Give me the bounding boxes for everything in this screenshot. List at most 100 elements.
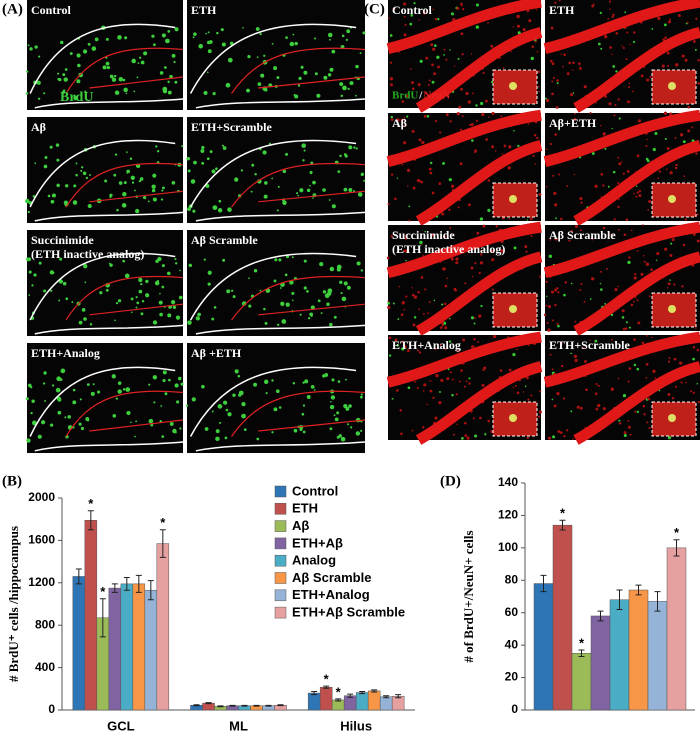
micrograph: ETH+Scramble xyxy=(543,331,700,445)
cell-dot xyxy=(692,391,695,395)
cell-dot xyxy=(612,65,616,68)
cell-dot xyxy=(647,209,650,211)
error-bar xyxy=(87,510,94,531)
y-tick-label: 1600 xyxy=(28,533,55,547)
cell-dot xyxy=(474,434,478,438)
cell-dot xyxy=(468,203,471,207)
cell-dot xyxy=(200,148,205,153)
cell-dot xyxy=(401,100,405,103)
cell-dot xyxy=(598,42,601,46)
cell-dot xyxy=(134,435,136,438)
cell-dot xyxy=(148,383,151,386)
cell-dot xyxy=(404,236,408,240)
cell-dot xyxy=(275,389,280,394)
cell-dot xyxy=(223,400,228,405)
cell-dot xyxy=(480,250,483,253)
cell-dot xyxy=(431,191,435,195)
significance-marker: * xyxy=(336,684,342,699)
cell-dot xyxy=(333,315,337,319)
cell-dot xyxy=(161,33,167,38)
cell-dot xyxy=(627,419,630,422)
cell-dot xyxy=(408,205,411,208)
cell-dot xyxy=(343,281,348,286)
micrograph-label: ETH xyxy=(191,3,217,17)
cell-dot xyxy=(624,11,627,14)
cell-dot xyxy=(324,373,329,377)
cell-dot xyxy=(420,180,423,184)
cell-dot xyxy=(608,0,611,3)
bar xyxy=(307,692,321,711)
cell-dot xyxy=(328,199,331,201)
cell-dot xyxy=(621,309,625,313)
cell-dot xyxy=(696,348,700,352)
cell-dot xyxy=(679,133,684,137)
cell-dot xyxy=(84,281,87,284)
cell-dot xyxy=(312,180,316,185)
cell-dot xyxy=(58,299,61,302)
legend-swatch xyxy=(274,606,287,619)
cell-dot xyxy=(617,181,620,185)
micrograph-label: ETH+Analog xyxy=(31,346,100,360)
error-bar xyxy=(323,685,330,689)
cell-dot xyxy=(500,249,504,253)
cell-dot xyxy=(426,403,428,406)
cell-dot xyxy=(491,288,494,291)
cell-dot xyxy=(49,423,54,427)
cell-dot xyxy=(251,163,255,167)
cell-dot xyxy=(417,83,421,87)
cell-dot xyxy=(422,11,426,15)
cell-dot xyxy=(426,312,429,315)
stain-label: NeuN xyxy=(423,90,450,102)
cell-dot xyxy=(579,196,583,201)
inset-cell xyxy=(509,414,517,422)
cell-dot xyxy=(668,356,671,359)
cell-dot xyxy=(43,92,46,95)
cell-dot xyxy=(165,38,170,44)
cell-dot xyxy=(83,317,87,321)
cell-dot xyxy=(674,63,679,67)
cell-dot xyxy=(389,34,393,37)
micrograph: Control xyxy=(386,0,543,113)
x-tick-label: Hilus xyxy=(340,718,372,733)
cell-dot xyxy=(434,416,438,420)
cell-dot xyxy=(610,313,614,317)
cell-dot xyxy=(686,21,689,24)
cell-dot xyxy=(677,14,681,17)
cell-dot xyxy=(461,437,464,440)
cell-dot xyxy=(545,280,548,284)
cell-dot xyxy=(595,383,598,386)
cell-dot xyxy=(154,280,160,286)
cell-dot xyxy=(206,157,210,161)
error-bar xyxy=(371,689,378,693)
cell-dot xyxy=(441,212,445,216)
cell-dot xyxy=(495,225,499,228)
cell-dot xyxy=(453,65,456,67)
cell-dot xyxy=(499,369,503,372)
cell-dot xyxy=(637,119,642,123)
cell-dot xyxy=(299,188,304,193)
layer xyxy=(543,331,700,388)
cell-dot xyxy=(530,235,533,238)
cell-dot xyxy=(57,72,60,75)
cell-dot xyxy=(299,313,302,316)
cell-dot xyxy=(281,304,284,307)
cell-dot xyxy=(386,256,390,260)
outline xyxy=(29,366,184,452)
cell-dot xyxy=(552,174,554,177)
inset-cell xyxy=(509,305,517,313)
cell-dot xyxy=(450,257,454,261)
cell-dot xyxy=(664,247,668,251)
bar xyxy=(84,520,98,711)
cell-dot xyxy=(469,123,472,127)
cell-dot xyxy=(115,397,118,400)
cell-dot xyxy=(632,40,636,44)
cell-dot xyxy=(322,290,327,294)
cell-dot xyxy=(657,177,660,180)
cell-dot xyxy=(694,327,697,329)
micrograph-label: Aβ xyxy=(392,116,407,130)
cell-dot xyxy=(673,357,677,361)
cell-dot xyxy=(630,229,633,232)
cell-dot xyxy=(138,179,142,183)
cell-dot xyxy=(456,112,460,116)
bar xyxy=(590,615,611,711)
